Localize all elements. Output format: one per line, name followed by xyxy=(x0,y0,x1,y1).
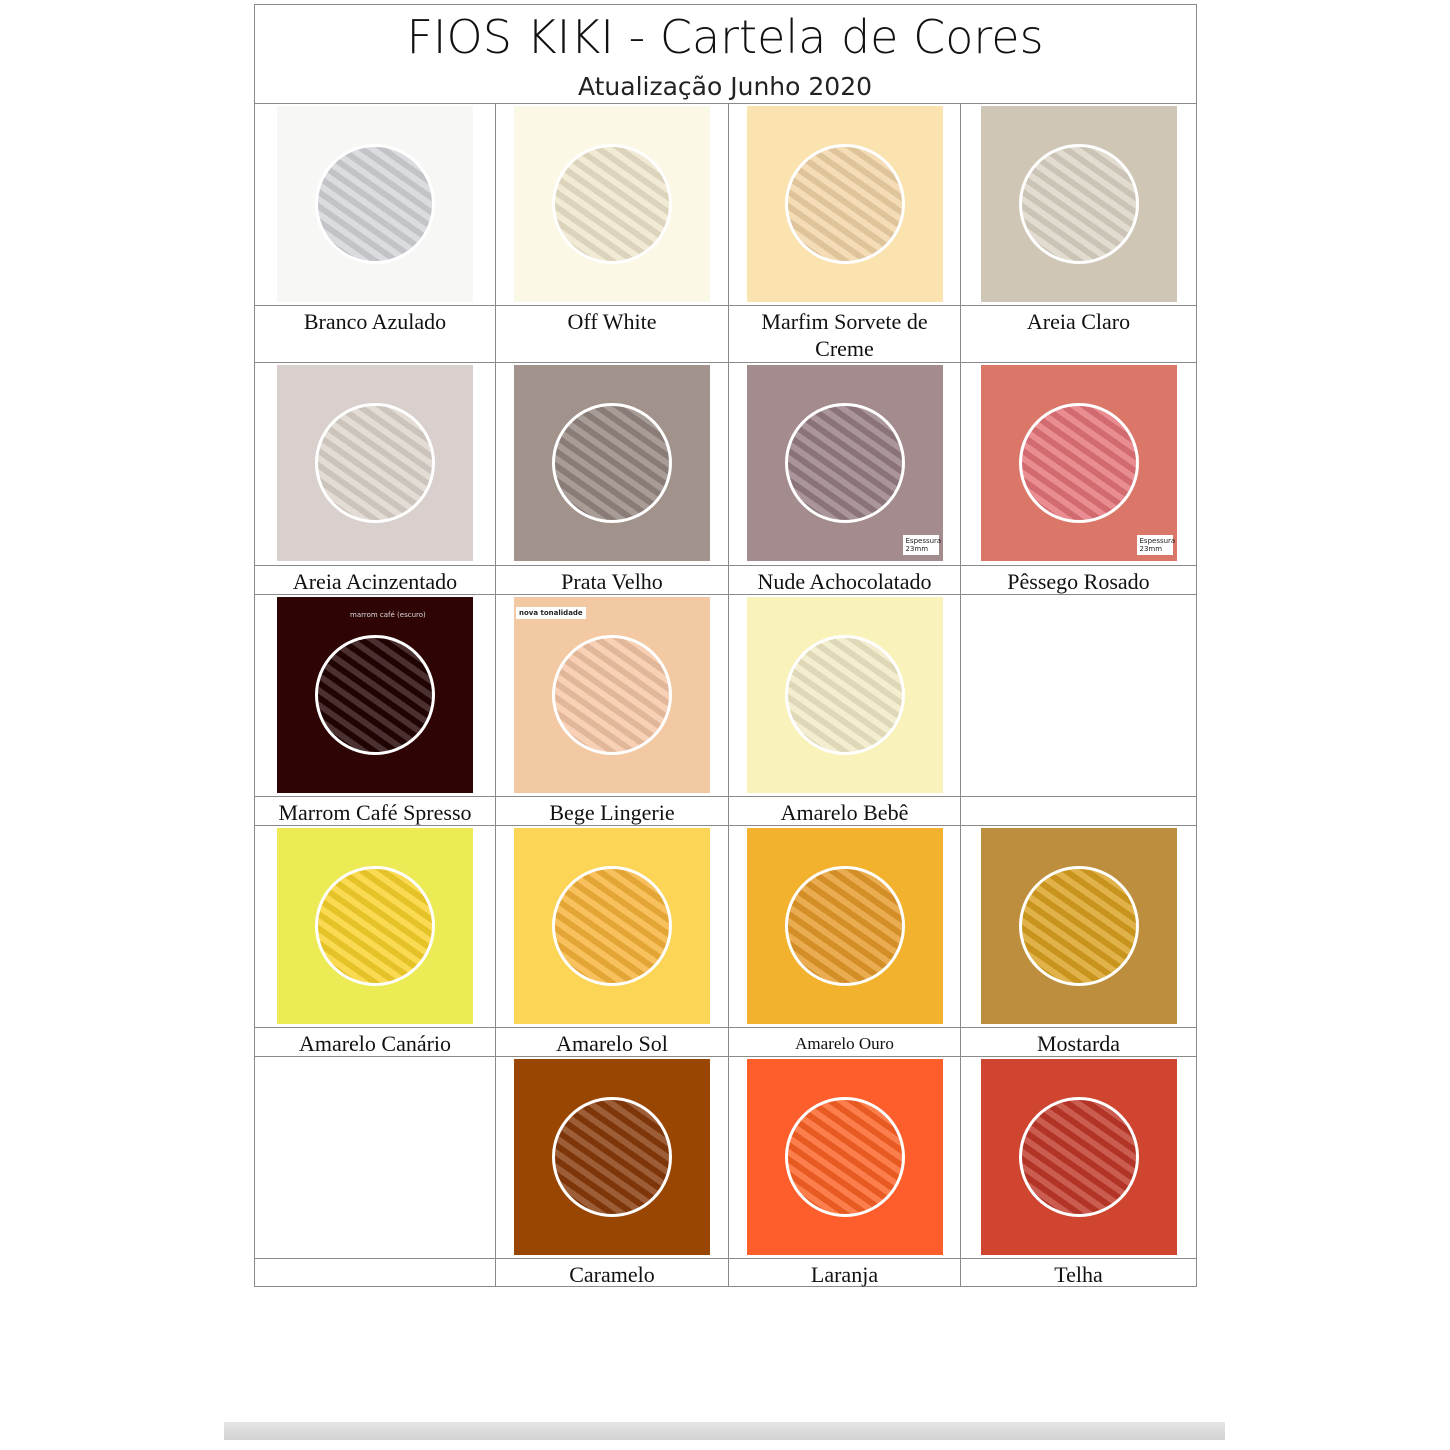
color-swatch xyxy=(514,106,710,302)
color-name: Branco Azulado xyxy=(303,309,447,334)
color-name: Amarelo Canário xyxy=(298,1031,452,1056)
yarn-ball xyxy=(784,1097,905,1217)
yarn-ball xyxy=(784,403,905,523)
color-name: Nude Achocolatado xyxy=(757,569,932,594)
yarn-ball xyxy=(315,403,435,523)
subtitle: Atualização Junho 2020 xyxy=(577,72,873,101)
label-cell xyxy=(254,1258,496,1287)
label-cell xyxy=(960,796,1197,826)
color-name: Amarelo Bebê xyxy=(780,800,909,825)
swatch-note: Espessura 23mm xyxy=(1136,535,1175,555)
title: FIOS KIKI - Cartela de Cores xyxy=(406,10,1044,64)
color-swatch xyxy=(514,828,710,1024)
scroll-bar xyxy=(224,1422,1225,1440)
color-swatch xyxy=(746,106,943,302)
yarn-ball xyxy=(315,866,435,986)
color-swatch xyxy=(277,365,473,561)
color-name: Amarelo Sol xyxy=(556,1031,668,1056)
color-swatch: Espessura 23mm xyxy=(746,365,943,561)
yarn-ball xyxy=(1018,144,1139,264)
yarn-ball xyxy=(315,635,435,755)
color-swatch: Espessura 23mm xyxy=(980,365,1177,561)
color-swatch xyxy=(277,828,473,1024)
yarn-ball xyxy=(552,403,672,523)
yarn-ball xyxy=(552,635,672,755)
yarn-ball xyxy=(1018,1097,1139,1217)
yarn-ball xyxy=(552,1097,672,1217)
color-swatch xyxy=(746,828,943,1024)
yarn-ball xyxy=(1018,403,1139,523)
color-name: Marrom Café Spresso xyxy=(278,800,472,825)
color-swatch xyxy=(277,106,473,302)
color-name: Caramelo xyxy=(569,1262,655,1287)
yarn-ball xyxy=(784,635,905,755)
color-name: Marfim Sorvete de Creme xyxy=(761,309,928,361)
color-swatch xyxy=(980,828,1177,1024)
color-name: Areia Claro xyxy=(1026,309,1131,334)
color-name: Off White xyxy=(567,309,657,334)
label-cell xyxy=(960,1258,1197,1287)
color-swatch: nova tonalidade xyxy=(514,597,710,793)
color-name: Bege Lingerie xyxy=(549,800,675,825)
color-swatch: marrom café (escuro) xyxy=(277,597,473,793)
swatch-note: nova tonalidade xyxy=(516,607,586,619)
yarn-ball xyxy=(784,144,905,264)
color-name: Telha xyxy=(1054,1262,1103,1287)
swatch-note: marrom café (escuro) xyxy=(350,611,426,619)
color-name: Amarelo Ouro xyxy=(795,1034,894,1053)
color-swatch xyxy=(746,1059,943,1255)
yarn-ball xyxy=(784,866,905,986)
color-name: Laranja xyxy=(810,1262,879,1287)
image-cell xyxy=(960,594,1197,797)
color-swatch xyxy=(514,1059,710,1255)
yarn-ball xyxy=(315,144,435,264)
color-swatch xyxy=(514,365,710,561)
color-name: Areia Acinzentado xyxy=(292,569,458,594)
yarn-ball xyxy=(1018,866,1139,986)
image-cell xyxy=(254,1056,496,1259)
color-name: Pêssego Rosado xyxy=(1007,569,1150,594)
yarn-ball xyxy=(552,866,672,986)
color-swatch xyxy=(980,1059,1177,1255)
yarn-ball xyxy=(552,144,672,264)
color-name: Prata Velho xyxy=(561,569,663,594)
color-name: Mostarda xyxy=(1036,1031,1121,1056)
color-swatch xyxy=(980,106,1177,302)
color-swatch xyxy=(746,597,943,793)
swatch-note: Espessura 23mm xyxy=(902,535,941,555)
